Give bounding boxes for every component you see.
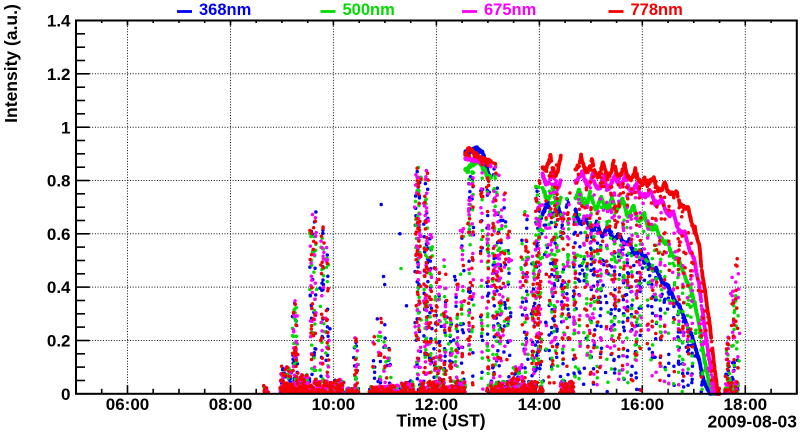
svg-text:Time (JST): Time (JST) (396, 411, 485, 431)
svg-text:778nm: 778nm (631, 1, 683, 19)
svg-text:06:00: 06:00 (106, 395, 149, 414)
svg-text:500nm: 500nm (343, 1, 395, 19)
svg-text:0.8: 0.8 (47, 172, 71, 191)
svg-text:0.4: 0.4 (47, 278, 71, 297)
svg-text:1.2: 1.2 (47, 65, 71, 84)
svg-text:1.4: 1.4 (47, 12, 71, 31)
svg-text:1: 1 (61, 118, 70, 137)
svg-text:16:00: 16:00 (621, 395, 664, 414)
svg-text:2009-08-03: 2009-08-03 (707, 412, 797, 432)
svg-text:18:00: 18:00 (724, 395, 767, 414)
svg-text:10:00: 10:00 (312, 395, 355, 414)
svg-text:08:00: 08:00 (209, 395, 252, 414)
svg-text:Intensity (a.u.): Intensity (a.u.) (1, 4, 21, 123)
svg-text:0: 0 (61, 385, 70, 404)
svg-text:0.2: 0.2 (47, 332, 71, 351)
svg-text:12:00: 12:00 (415, 395, 458, 414)
svg-text:368nm: 368nm (199, 1, 251, 19)
svg-text:0.6: 0.6 (47, 225, 71, 244)
svg-text:14:00: 14:00 (518, 395, 561, 414)
svg-text:675nm: 675nm (484, 1, 536, 19)
